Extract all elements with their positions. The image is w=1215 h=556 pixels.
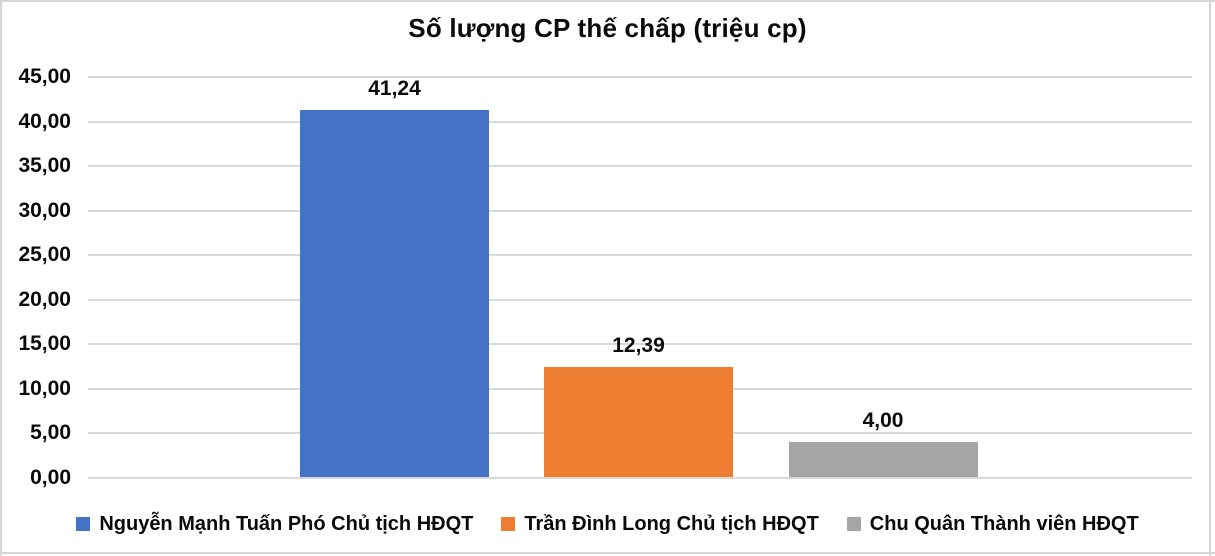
y-axis-tick-label: 30,00 bbox=[18, 198, 71, 222]
bar-value-label: 12,39 bbox=[612, 334, 665, 358]
frame-border-top bbox=[0, 0, 1215, 2]
bar-3[interactable] bbox=[788, 441, 978, 478]
bar-value-label: 4,00 bbox=[862, 408, 904, 432]
legend-item-1[interactable]: Nguyễn Mạnh Tuấn Phó Chủ tịch HĐQT bbox=[76, 513, 473, 536]
gridline bbox=[87, 120, 1192, 123]
gridline bbox=[87, 298, 1192, 301]
legend-item-3[interactable]: Chu Quân Thành viên HĐQT bbox=[846, 512, 1139, 536]
frame-border-left bbox=[0, 0, 2, 556]
gridline bbox=[87, 76, 1192, 78]
gridline bbox=[87, 343, 1192, 345]
y-axis-tick-label: 20,00 bbox=[18, 287, 71, 311]
y-axis-tick-label: 45,00 bbox=[18, 65, 71, 88]
y-axis-tick-label: 40,00 bbox=[18, 109, 71, 133]
gridline bbox=[87, 165, 1192, 167]
gridline bbox=[87, 209, 1192, 212]
y-axis-tick-label: 15,00 bbox=[18, 332, 71, 355]
chart-title: Số lượng CP thế chấp (triệu cp) bbox=[408, 13, 807, 43]
legend-item-label: Nguyễn Mạnh Tuấn Phó Chủ tịch HĐQT bbox=[99, 512, 474, 535]
frame-border-right bbox=[1209, 0, 1211, 556]
y-axis-tick-label: 25,00 bbox=[18, 243, 71, 266]
legend-item-2[interactable]: Trần Đình Long Chủ tịch HĐQT bbox=[501, 512, 819, 536]
y-axis-tick-label: 5,00 bbox=[30, 421, 71, 444]
gridline bbox=[87, 254, 1192, 256]
bar-1[interactable] bbox=[300, 110, 489, 478]
bar-2[interactable] bbox=[544, 367, 733, 478]
legend-swatch-icon bbox=[846, 517, 861, 531]
legend: Nguyễn Mạnh Tuấn Phó Chủ tịch HĐQT Trần Đ… bbox=[0, 507, 1215, 541]
bar-value-label: 41,24 bbox=[368, 77, 421, 101]
legend-swatch-icon bbox=[501, 517, 516, 531]
frame-border-bottom bbox=[0, 552, 1215, 554]
y-axis-tick-label: 0,00 bbox=[30, 465, 71, 489]
legend-swatch-icon bbox=[76, 517, 91, 531]
y-axis-tick-label: 10,00 bbox=[18, 376, 71, 400]
y-axis-tick-label: 35,00 bbox=[18, 154, 71, 177]
legend-item-label: Trần Đình Long Chủ tịch HĐQT bbox=[524, 512, 819, 535]
gridline bbox=[87, 476, 1192, 479]
legend-item-label: Chu Quân Thành viên HĐQT bbox=[869, 512, 1139, 535]
